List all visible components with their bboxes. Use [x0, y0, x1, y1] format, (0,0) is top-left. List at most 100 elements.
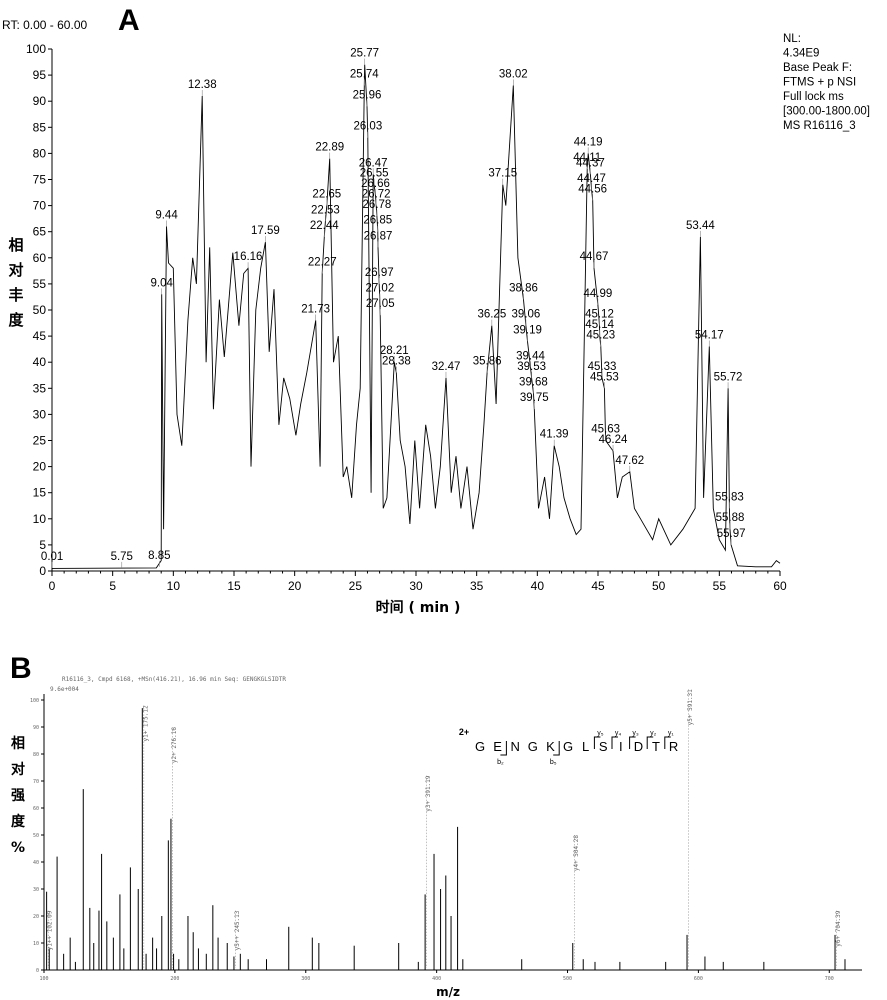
info-line: Full lock ms: [783, 91, 844, 103]
residue-letter: E: [493, 739, 502, 754]
y-tick-label: 100: [30, 698, 39, 704]
residue-letter: G: [528, 739, 538, 754]
x-tick-label: 0: [49, 579, 56, 593]
y-label-char: 相: [8, 236, 23, 254]
y-tick-label: 25: [33, 434, 47, 448]
peak-label: 22.89: [315, 142, 344, 159]
residue-letter: D: [634, 739, 643, 754]
x-tick-label: 500: [563, 976, 572, 982]
peak-label-text: 26.47: [359, 157, 388, 169]
b-ion-label: b₂: [497, 759, 504, 766]
y-ion-bracket: [611, 736, 618, 749]
x-tick-label: 45: [591, 579, 605, 593]
y-tick-label: 70: [33, 199, 47, 213]
peak-label-text: 45.63: [591, 424, 620, 436]
info-line: FTMS + p NSI: [783, 77, 856, 89]
peak-label: 21.73: [301, 303, 330, 321]
peak-label: 17.59: [251, 225, 280, 243]
peak-label-text: 45.53: [590, 371, 619, 383]
x-tick-label: 15: [227, 579, 241, 593]
x-tick-label: 700: [825, 976, 834, 982]
info-line: Base Peak F:: [783, 62, 852, 74]
peak-label-text: 25.77: [350, 48, 379, 60]
peak-label: 45.63: [591, 424, 620, 441]
peak-label: 55.72: [714, 371, 743, 389]
y-tick-label: 15: [33, 486, 47, 500]
peak-label: 26.72: [362, 189, 391, 206]
peak-label-text: 44.99: [583, 288, 612, 300]
peak-label-text: 26.85: [363, 215, 392, 227]
peak-label-text: 12.38: [188, 79, 217, 91]
ion-label: y1++ 102.09: [47, 910, 54, 968]
peak-label-text: 55.72: [714, 371, 743, 383]
peak-label-text: 0.01: [41, 551, 63, 563]
peak-label-text: 39.68: [519, 377, 548, 389]
x-tick-label: 40: [531, 579, 545, 593]
peak-label-text: 39.06: [512, 309, 541, 321]
peak-label: 53.44: [686, 220, 715, 237]
y-label-char: 丰: [8, 286, 23, 304]
y-tick-label: 10: [33, 941, 39, 947]
y-label-char: %: [11, 840, 25, 856]
peak-label-text: 25.96: [353, 89, 382, 101]
residue-letter: N: [511, 739, 520, 754]
ion-label: y1+ 175.12: [142, 705, 149, 968]
peak-label-text: 22.44: [310, 220, 339, 232]
x-tick-label: 100: [39, 976, 48, 982]
peak-label-text: 28.21: [380, 345, 409, 357]
y-tick-label: 85: [33, 120, 47, 134]
peak-label: 39.68: [519, 377, 548, 394]
peak-label-text: 26.55: [360, 168, 389, 180]
ion-label-text: y1++ 102.09: [47, 910, 54, 950]
peak-label-text: 26.97: [365, 267, 394, 279]
x-tick-label: 30: [409, 579, 423, 593]
y-tick-label: 60: [33, 806, 39, 812]
peak-label: 0.01: [41, 551, 63, 568]
peak-label: 26.03: [353, 121, 382, 138]
peak-label: 38.86: [509, 283, 538, 300]
peak-label: 32.47: [432, 361, 461, 378]
peak-label-text: 44.11: [573, 152, 601, 164]
ion-label-text: y6+ 704.39: [835, 910, 842, 947]
x-tick-label: 20: [288, 579, 302, 593]
panel-b-x-axis-label: m/z: [436, 985, 460, 999]
y-tick-label: 65: [33, 225, 47, 239]
y-tick-label: 55: [33, 277, 47, 291]
chromatogram-trace: [51, 64, 781, 569]
info-line: MS R16116_3: [783, 120, 856, 132]
rt-range-label: RT: 0.00 - 60.00: [2, 18, 87, 32]
peak-label-text: 32.47: [432, 361, 461, 373]
peak-label: 45.33: [588, 361, 617, 378]
peak-label-text: 39.19: [513, 324, 542, 336]
peak-label-text: 45.33: [588, 361, 617, 373]
peak-label: 45.14: [585, 319, 615, 337]
peak-label-text: 27.02: [365, 283, 394, 295]
peak-label-text: 21.73: [301, 303, 330, 315]
peak-label-text: 45.23: [586, 330, 615, 342]
peak-label-text: 9.44: [155, 209, 178, 221]
y-ion-label: y₁: [668, 730, 675, 737]
panel-a-letter: A: [118, 4, 140, 37]
peak-label: 5.75: [111, 551, 133, 568]
x-tick-label: 25: [349, 579, 363, 593]
peak-label: 44.56: [578, 183, 607, 201]
peak-label: 27.05: [366, 298, 395, 316]
peak-label: 44.47: [577, 173, 606, 190]
y-tick-label: 0: [36, 968, 39, 974]
y-ion-bracket: [593, 736, 601, 749]
y-ion-label: y₄: [615, 730, 622, 737]
charge-state: 2+: [459, 727, 469, 737]
peak-label-text: 8.85: [148, 550, 170, 562]
peak-label: 22.53: [311, 204, 340, 222]
peak-label: 44.19: [574, 136, 603, 154]
y-tick-label: 40: [33, 355, 47, 369]
peak-label-text: 44.37: [576, 157, 605, 169]
peak-label: 26.47: [359, 157, 388, 175]
ion-labels: y1+ 175.12 y1++ 102.09 y2+ 276.16 y5++ 245.…: [47, 689, 842, 968]
peak-labels: 0.01 5.75 8.85 9.04 9.44 12.38 16.16 17.59 21.73…: [41, 48, 745, 568]
panel-a-axes: 0510152025303540455055606570758085909510…: [26, 42, 787, 593]
y-ion-bracket: [629, 736, 636, 749]
y-tick-label: 90: [33, 94, 47, 108]
peak-label: 39.06: [512, 309, 541, 326]
